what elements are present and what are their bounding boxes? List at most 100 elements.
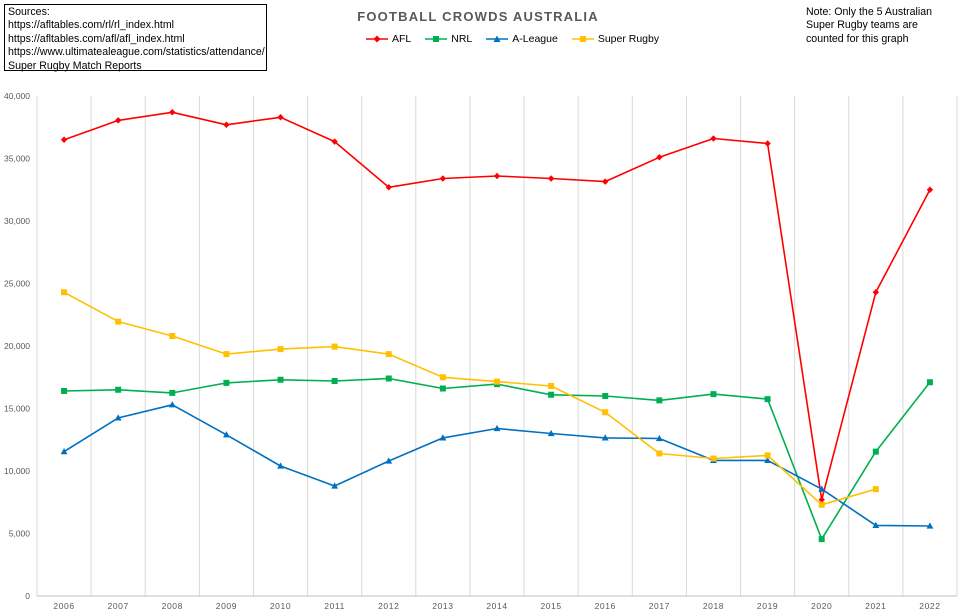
y-tick-label: 15,000: [4, 404, 30, 414]
x-tick-label: 2006: [53, 601, 74, 611]
legend-swatch-nrl: [425, 36, 448, 42]
x-tick-label: 2016: [595, 601, 616, 611]
data-point-nrl: [656, 397, 663, 404]
data-point-super-rugby: [818, 501, 825, 508]
x-tick-label: 2013: [432, 601, 453, 611]
x-tick-label: 2022: [919, 601, 940, 611]
data-point-nrl: [385, 375, 392, 382]
data-point-a-league: [60, 448, 68, 455]
data-point-afl: [764, 140, 771, 147]
y-tick-label: 5,000: [9, 529, 31, 539]
data-point-afl: [493, 172, 501, 180]
data-point-super-rugby: [277, 346, 284, 353]
data-point-nrl: [115, 386, 122, 393]
data-point-nrl: [602, 393, 609, 399]
y-tick-label: 10,000: [4, 466, 30, 476]
data-point-super-rugby: [656, 450, 663, 457]
x-tick-label: 2019: [757, 601, 778, 611]
data-point-afl: [169, 109, 176, 116]
series-line-nrl: [64, 377, 931, 540]
data-point-nrl: [764, 396, 771, 403]
series-line-afl: [63, 111, 931, 501]
data-point-nrl: [169, 389, 176, 396]
sources-heading: Sources:: [8, 6, 50, 18]
data-point-afl: [385, 184, 392, 191]
x-tick-label: 2014: [486, 601, 507, 611]
data-point-afl: [818, 496, 825, 503]
data-point-super-rugby: [710, 455, 717, 462]
y-tick-label: 35,000: [4, 154, 30, 164]
source-line: https://afltables.com/rl/rl_index.html: [8, 19, 175, 32]
x-tick-label: 2007: [108, 601, 129, 611]
x-tick-label: 2020: [811, 601, 832, 611]
x-tick-label: 2011: [324, 601, 345, 611]
data-point-super-rugby: [548, 383, 555, 389]
data-point-a-league: [331, 482, 339, 489]
legend-swatch-a-league: [486, 35, 509, 42]
x-tick-label: 2010: [270, 601, 291, 611]
axes: 0 5,000 10,000 15,000 20,000 25,000 30,000 35,0…: [4, 91, 957, 611]
data-point-nrl: [61, 388, 68, 394]
series-line-super-rugby: [63, 291, 877, 506]
series-line-a-league: [63, 403, 930, 527]
data-point-a-league: [493, 424, 501, 432]
data-point-a-league: [114, 414, 122, 421]
data-point-super-rugby: [764, 452, 771, 459]
data-point-a-league: [926, 522, 934, 529]
x-tick-label: 2009: [216, 601, 237, 611]
x-tick-label: 2017: [649, 601, 670, 611]
data-point-super-rugby: [872, 486, 879, 493]
data-point-nrl: [439, 385, 446, 392]
data-point-nrl: [926, 379, 933, 386]
legend-label: NRL: [451, 33, 473, 45]
data-point-nrl: [331, 378, 338, 384]
data-point-a-league: [872, 521, 880, 528]
series-markers: [60, 109, 934, 543]
legend-item-afl: AFL: [366, 33, 411, 45]
data-point-afl: [114, 117, 122, 124]
x-tick-label: 2018: [703, 601, 724, 611]
data-point-nrl: [818, 536, 825, 543]
data-point-afl: [547, 175, 555, 182]
data-point-a-league: [601, 434, 609, 441]
legend-swatch-afl: [366, 35, 388, 43]
data-point-afl: [439, 175, 447, 182]
data-point-afl: [223, 121, 230, 128]
data-point-afl: [872, 289, 880, 296]
legend-item-nrl: NRL: [425, 33, 472, 45]
data-point-a-league: [655, 434, 663, 442]
data-point-afl: [710, 135, 717, 142]
data-point-nrl: [223, 379, 230, 386]
data-point-afl: [926, 186, 934, 193]
data-point-afl: [277, 114, 284, 121]
data-point-super-rugby: [385, 351, 392, 358]
data-point-afl: [331, 138, 338, 145]
data-point-a-league: [277, 462, 284, 469]
data-point-nrl: [710, 391, 717, 398]
data-point-super-rugby: [494, 378, 500, 385]
data-point-a-league: [385, 457, 393, 464]
data-point-super-rugby: [331, 343, 338, 350]
data-point-afl: [602, 178, 609, 185]
data-point-super-rugby: [439, 374, 446, 381]
data-point-nrl: [277, 376, 284, 383]
sources-box: Sources: https://afltables.com/rl/rl_ind…: [4, 4, 267, 72]
plot-grid: [36, 96, 958, 596]
source-line: https://afltables.com/afl/afl_index.html: [8, 32, 185, 45]
legend-label: A-League: [512, 33, 558, 45]
y-tick-label: 25,000: [4, 279, 30, 289]
data-point-a-league: [223, 431, 230, 438]
data-point-a-league: [818, 485, 826, 492]
data-point-nrl: [872, 448, 879, 455]
data-point-a-league: [764, 456, 771, 463]
legend-swatch-super-rugby: [571, 36, 594, 42]
y-tick-label: 40,000: [4, 91, 30, 101]
data-point-nrl: [548, 391, 555, 398]
data-point-afl: [60, 136, 68, 143]
chart-legend: AFL NRL A-League Super Rugby: [366, 33, 659, 45]
legend-label: Super Rugby: [597, 33, 660, 45]
legend-label: AFL: [392, 33, 412, 45]
y-tick-label: 20,000: [4, 341, 30, 351]
data-point-super-rugby: [115, 318, 122, 325]
